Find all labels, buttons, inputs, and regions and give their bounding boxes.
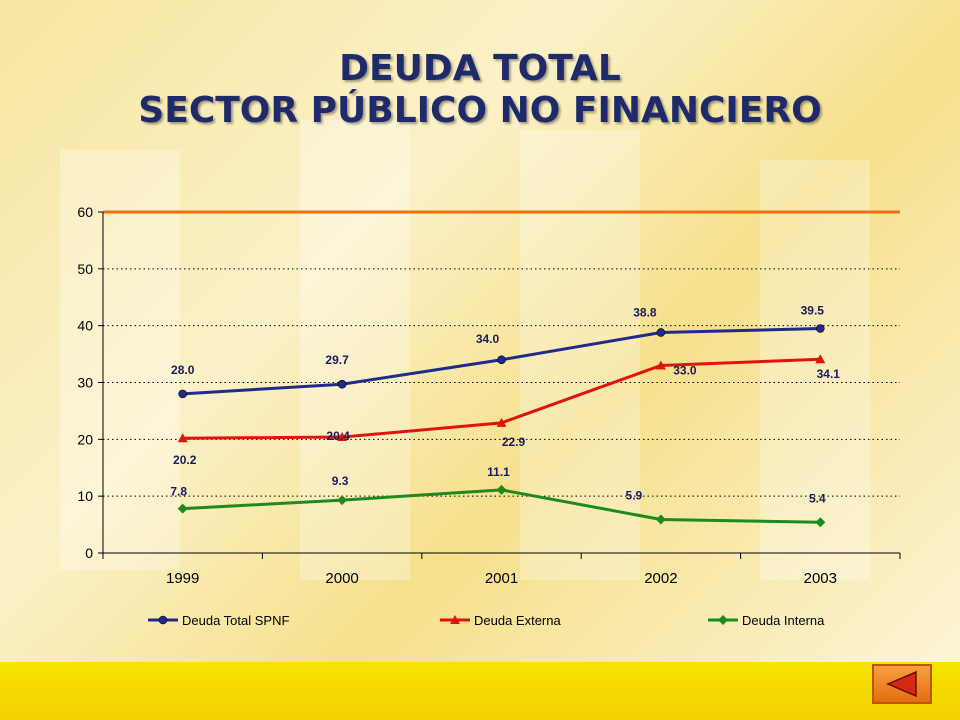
x-tick-label: 1999 — [166, 570, 199, 587]
back-button[interactable] — [872, 664, 932, 704]
data-label: 5.9 — [626, 488, 643, 502]
y-tick-label: 30 — [77, 375, 93, 391]
data-point — [815, 324, 825, 333]
data-label: 38.8 — [633, 305, 657, 319]
data-label: 5.4 — [809, 491, 826, 505]
x-tick-label: 2003 — [804, 570, 837, 587]
data-label: 28.0 — [171, 363, 195, 377]
data-point — [337, 495, 348, 506]
data-label: 20.4 — [326, 429, 350, 443]
data-point — [177, 503, 188, 514]
legend-marker — [450, 615, 460, 624]
background-column — [300, 120, 410, 580]
x-tick-label: 2001 — [485, 570, 518, 587]
legend-marker — [158, 615, 168, 625]
title-line-2: SECTOR PÚBLICO NO FINANCIERO — [138, 90, 822, 131]
data-point — [815, 517, 826, 528]
data-label: 33.0 — [673, 363, 697, 377]
x-tick-label: 2000 — [325, 570, 358, 587]
data-point — [496, 417, 507, 427]
background-column — [760, 160, 870, 580]
y-tick-label: 40 — [77, 318, 93, 334]
legend-marker — [718, 615, 728, 625]
data-point — [655, 514, 666, 525]
data-label: 34.0 — [476, 332, 500, 346]
data-point — [178, 389, 187, 399]
data-point — [337, 432, 348, 442]
data-label: 11.1 — [487, 465, 510, 479]
data-point — [496, 484, 507, 495]
footer-bar — [0, 662, 960, 720]
legend-label: Deuda Total SPNF — [182, 613, 289, 628]
y-tick-label: 50 — [77, 261, 93, 277]
data-label: 20.2 — [173, 453, 197, 467]
y-tick-label: 60 — [77, 204, 93, 220]
data-label: 34.1 — [817, 367, 841, 381]
data-point — [656, 328, 666, 337]
data-point — [815, 354, 826, 364]
data-label: 9.3 — [332, 474, 349, 488]
data-point — [655, 360, 666, 370]
page-title: DEUDA TOTAL SECTOR PÚBLICO NO FINANCIERO — [0, 48, 960, 132]
data-label: 39.5 — [801, 304, 825, 318]
data-point — [497, 355, 506, 365]
y-tick-label: 10 — [77, 488, 93, 504]
x-tick-label: 2002 — [644, 570, 677, 587]
data-label: 22.9 — [502, 435, 526, 449]
data-label: 7.8 — [170, 485, 187, 499]
legend-label: Deuda Externa — [474, 613, 561, 628]
data-point — [337, 379, 347, 389]
triangle-left-icon — [886, 670, 917, 698]
legend-label: Deuda Interna — [742, 613, 825, 628]
data-point — [177, 433, 188, 443]
y-tick-label: 0 — [85, 545, 93, 561]
data-label: 29.7 — [325, 353, 349, 367]
background-column — [60, 150, 180, 570]
title-line-1: DEUDA TOTAL — [339, 48, 621, 89]
y-tick-label: 20 — [77, 431, 93, 447]
line-chart: 0 10 20 30 40 50 60 1999 2000 2001 2002 2003 28.0 29.… — [77, 204, 901, 628]
